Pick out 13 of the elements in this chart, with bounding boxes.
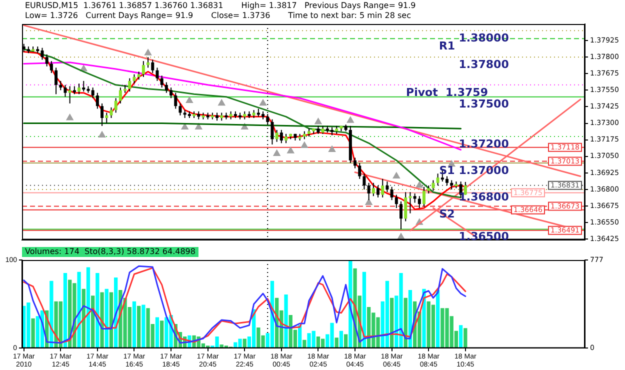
text: Close= 1.3736 <box>211 11 270 20</box>
annotation: 1.37200 <box>458 137 510 150</box>
annotation: R1 <box>438 39 456 52</box>
annotation: 1.37800 <box>458 58 510 71</box>
text: Time to next bar: 5 min 28 sec <box>287 11 411 20</box>
chart-title: EURUSD,M15 1.36761 1.36857 1.36760 1.36831 <box>25 1 224 10</box>
annotation: 1.36800 <box>458 190 510 204</box>
annotation: 1.37500 <box>458 98 510 111</box>
annotation: S1 <box>439 164 455 177</box>
text: Low= 1.3726 Current Days Range= 91.9 <box>25 11 194 20</box>
text: High= 1.3817 Previous Days Range= 91.9 <box>241 1 416 10</box>
chart-title: Volumes: 174 Sto(8,3,3) 58.8732 64.4898 <box>25 247 196 256</box>
annotation: Pivot 1.3759 <box>406 86 488 99</box>
